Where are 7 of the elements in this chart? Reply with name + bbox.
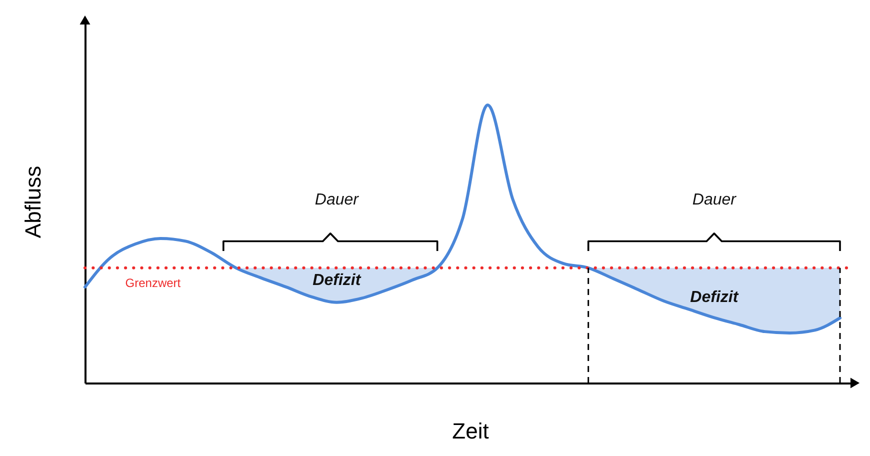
x-axis-title: Zeit [452,418,489,444]
y-axis-title: Abfluss [20,166,46,238]
ref-line-label: Grenzwert [125,276,182,290]
annotation: Defizit [312,272,362,290]
annotation: Dauer [692,192,737,209]
annotation: Dauer [314,192,360,209]
annotation: Defizit [690,288,739,306]
